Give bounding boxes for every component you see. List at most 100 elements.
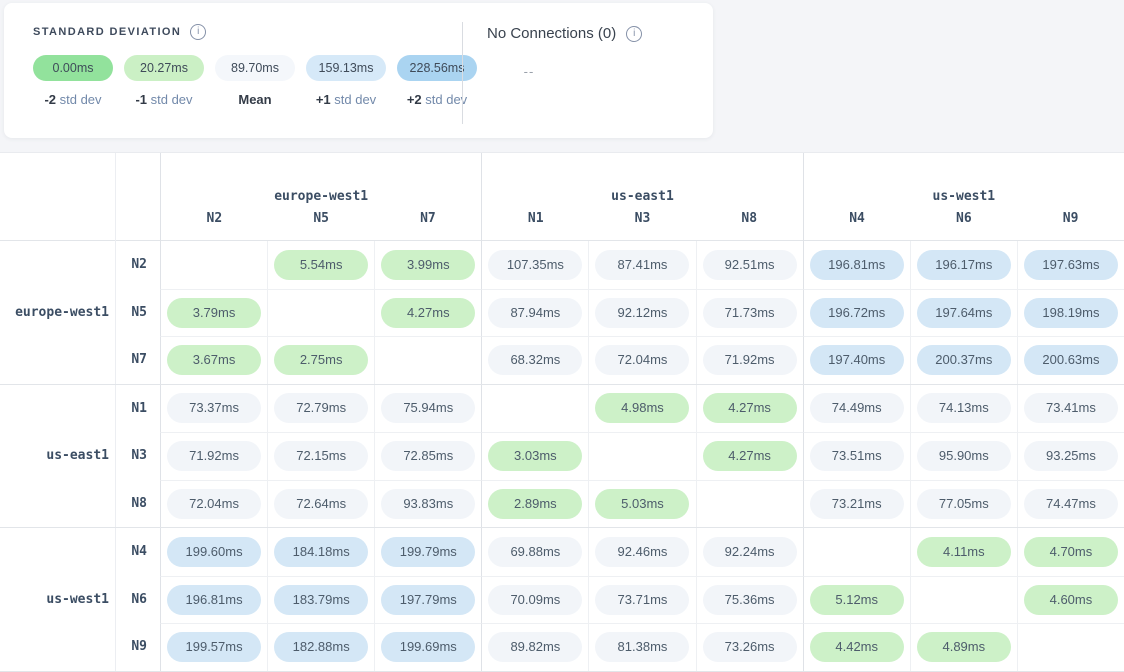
latency-pill-N7-N1[interactable]: 68.32ms	[488, 345, 583, 376]
legend-pills: 0.00ms -2 std dev 20.27ms -1 std dev 89.70ms…	[33, 55, 477, 107]
latency-pill-N1-N6[interactable]: 74.13ms	[916, 393, 1011, 424]
latency-pill-N8-N1[interactable]: 2.89ms	[488, 488, 583, 519]
row-header-N4: N4	[131, 544, 147, 560]
latency-pill-N7-N8[interactable]: 71.92ms	[702, 345, 797, 376]
latency-pill-N8-N3[interactable]: 5.03ms	[595, 488, 690, 519]
legend-title: STANDARD DEVIATION	[33, 26, 182, 38]
latency-pill-N2-N3[interactable]: 87.41ms	[595, 249, 690, 280]
latency-pill-N5-N7[interactable]: 4.27ms	[381, 297, 476, 328]
latency-pill-N6-N7[interactable]: 197.79ms	[381, 584, 476, 615]
cell-N7-N8: 71.92ms	[695, 336, 803, 384]
latency-pill-N3-N8[interactable]: 4.27ms	[702, 441, 797, 472]
latency-pill-N3-N1[interactable]: 3.03ms	[488, 441, 583, 472]
latency-pill-N7-N4[interactable]: 197.40ms	[809, 345, 904, 376]
latency-pill-N8-N6[interactable]: 77.05ms	[916, 488, 1011, 519]
self-cell-N5	[267, 288, 375, 336]
cell-N5-N1: 87.94ms	[481, 288, 589, 336]
cell-N6-N4: 5.12ms	[802, 575, 910, 623]
latency-pill-N8-N9[interactable]: 74.47ms	[1023, 488, 1118, 519]
latency-pill-N1-N9[interactable]: 73.41ms	[1023, 393, 1118, 424]
latency-pill-N6-N3[interactable]: 73.71ms	[595, 584, 690, 615]
latency-pill-N4-N9[interactable]: 4.70ms	[1023, 536, 1118, 567]
latency-pill-N2-N6[interactable]: 196.17ms	[916, 249, 1011, 280]
row-group-us-east1: N1 73.37ms 72.79ms 75.94ms 4.98ms 4.27ms 74.49…	[0, 383, 1124, 527]
row-group-label-europe-west1	[0, 241, 116, 289]
latency-pill-N6-N8[interactable]: 75.36ms	[702, 584, 797, 615]
cell-N9-N5: 182.88ms	[267, 623, 375, 671]
latency-pill-N4-N5[interactable]: 184.18ms	[274, 536, 369, 567]
latency-pill-N5-N8[interactable]: 71.73ms	[702, 297, 797, 328]
latency-pill-N8-N5[interactable]: 72.64ms	[274, 488, 369, 519]
latency-pill-N4-N8[interactable]: 92.24ms	[702, 536, 797, 567]
info-icon[interactable]: i	[190, 24, 207, 40]
latency-pill-N3-N4[interactable]: 73.51ms	[809, 441, 904, 472]
latency-pill-N7-N6[interactable]: 200.37ms	[916, 345, 1011, 376]
latency-pill-N5-N2[interactable]: 3.79ms	[167, 297, 262, 328]
col-node-headers: N4 N6 N9	[804, 211, 1124, 241]
latency-pill-N6-N1[interactable]: 70.09ms	[488, 584, 583, 615]
cell-N8-N1: 2.89ms	[481, 479, 589, 527]
latency-pill-N5-N9[interactable]: 198.19ms	[1023, 297, 1118, 328]
latency-pill-N3-N9[interactable]: 93.25ms	[1023, 441, 1118, 472]
latency-pill-N2-N7[interactable]: 3.99ms	[381, 249, 476, 280]
latency-pill-N7-N9[interactable]: 200.63ms	[1023, 345, 1118, 376]
latency-pill-N4-N3[interactable]: 92.46ms	[595, 536, 690, 567]
latency-pill-N6-N4[interactable]: 5.12ms	[809, 584, 904, 615]
latency-pill-N9-N2[interactable]: 199.57ms	[167, 632, 262, 663]
latency-pill-N6-N2[interactable]: 196.81ms	[167, 584, 262, 615]
cell-N2-N1: 107.35ms	[481, 241, 588, 289]
cell-N4-N5: 184.18ms	[267, 528, 374, 576]
cell-N4-N6: 4.11ms	[909, 528, 1017, 576]
latency-pill-N2-N1[interactable]: 107.35ms	[488, 249, 583, 280]
latency-pill-N1-N4[interactable]: 74.49ms	[809, 393, 904, 424]
latency-pill-N7-N2[interactable]: 3.67ms	[167, 345, 262, 376]
latency-pill-N3-N5[interactable]: 72.15ms	[274, 441, 369, 472]
latency-pill-N2-N9[interactable]: 197.63ms	[1023, 249, 1118, 280]
latency-pill-N3-N6[interactable]: 95.90ms	[916, 441, 1011, 472]
latency-pill-N2-N5[interactable]: 5.54ms	[274, 249, 369, 280]
latency-pill-N2-N8[interactable]: 92.51ms	[702, 249, 797, 280]
latency-pill-N8-N7[interactable]: 93.83ms	[381, 488, 476, 519]
cell-N9-N3: 81.38ms	[588, 623, 696, 671]
latency-pill-N3-N2[interactable]: 71.92ms	[167, 441, 262, 472]
cell-N3-N2: 71.92ms	[160, 432, 268, 480]
latency-pill-N4-N7[interactable]: 199.79ms	[381, 536, 476, 567]
latency-pill-N2-N4[interactable]: 196.81ms	[809, 249, 904, 280]
latency-pill-N5-N4[interactable]: 196.72ms	[809, 297, 904, 328]
latency-pill-N9-N4[interactable]: 4.42ms	[809, 632, 904, 663]
latency-pill-N5-N3[interactable]: 92.12ms	[595, 297, 690, 328]
latency-pill-N8-N2[interactable]: 72.04ms	[167, 488, 262, 519]
latency-pill-N6-N5[interactable]: 183.79ms	[274, 584, 369, 615]
info-icon[interactable]: i	[626, 25, 643, 42]
cell-N4-N2: 199.60ms	[160, 528, 267, 576]
latency-pill-N9-N6[interactable]: 4.89ms	[916, 632, 1011, 663]
latency-pill-N9-N8[interactable]: 73.26ms	[702, 632, 797, 663]
latency-pill-N8-N4[interactable]: 73.21ms	[809, 488, 904, 519]
latency-pill-N9-N5[interactable]: 182.88ms	[274, 632, 369, 663]
row-header-N8: N8	[131, 495, 147, 511]
self-cell-N9	[1016, 623, 1124, 671]
latency-pill-N7-N5[interactable]: 2.75ms	[274, 345, 369, 376]
cell-N8-N2: 72.04ms	[160, 479, 268, 527]
latency-pill-N1-N5[interactable]: 72.79ms	[274, 393, 369, 424]
latency-pill-N6-N9[interactable]: 4.60ms	[1023, 584, 1118, 615]
col-header-N6: N6	[956, 211, 972, 226]
matrix-body: N2 5.54ms 3.99ms 107.35ms 87.41ms 92.51ms 196.…	[0, 241, 1124, 671]
latency-pill-N1-N2[interactable]: 73.37ms	[167, 393, 262, 424]
latency-pill-N9-N3[interactable]: 81.38ms	[595, 632, 690, 663]
latency-pill-N9-N7[interactable]: 199.69ms	[381, 632, 476, 663]
latency-pill-N3-N7[interactable]: 72.85ms	[381, 441, 476, 472]
latency-pill-N4-N2[interactable]: 199.60ms	[167, 536, 262, 567]
latency-pill-N7-N3[interactable]: 72.04ms	[595, 345, 690, 376]
latency-pill-N4-N6[interactable]: 4.11ms	[916, 536, 1011, 567]
latency-pill-N4-N1[interactable]: 69.88ms	[488, 536, 583, 567]
latency-pill-N5-N1[interactable]: 87.94ms	[488, 297, 583, 328]
cell-N3-N5: 72.15ms	[267, 432, 375, 480]
latency-pill-N9-N1[interactable]: 89.82ms	[488, 632, 583, 663]
latency-pill-N1-N7[interactable]: 75.94ms	[381, 393, 476, 424]
legend-item-0: 0.00ms -2 std dev	[33, 55, 113, 107]
latency-pill-N5-N6[interactable]: 197.64ms	[916, 297, 1011, 328]
latency-pill-N1-N8[interactable]: 4.27ms	[702, 393, 797, 424]
row-group-label-us-west1	[0, 528, 116, 576]
latency-pill-N1-N3[interactable]: 4.98ms	[595, 393, 690, 424]
